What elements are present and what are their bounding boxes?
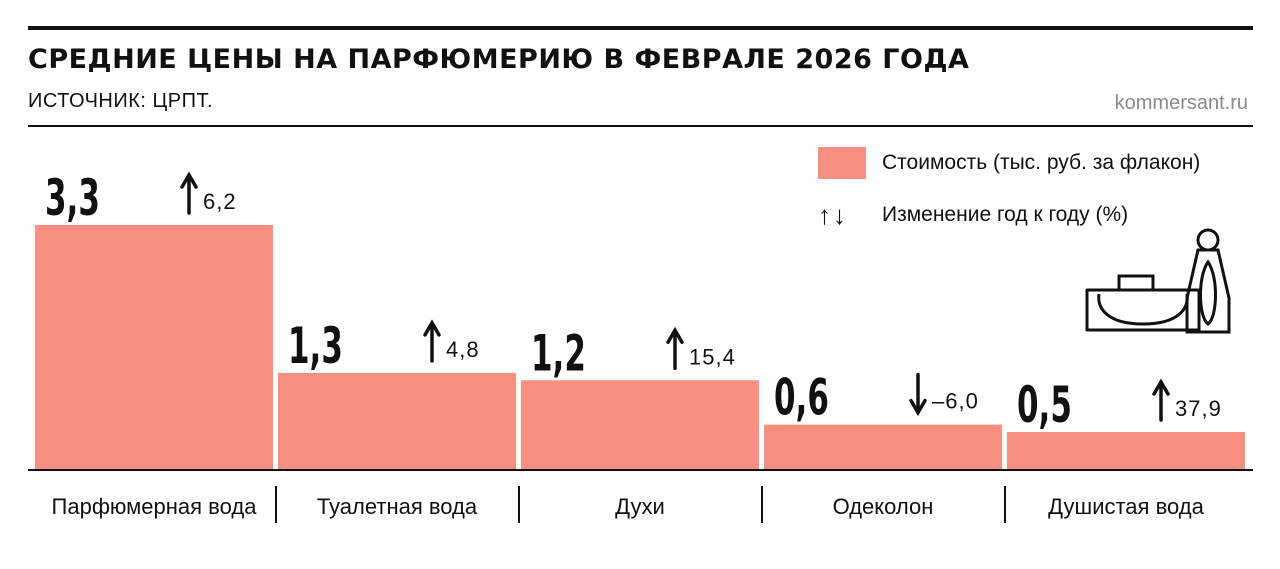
header-rule — [28, 125, 1253, 127]
arrow-up-down-icon: ↑↓ — [818, 199, 848, 230]
perfume-bottles-icon — [1085, 228, 1231, 334]
top-rule — [28, 26, 1253, 30]
legend-item-cost: Стоимость (тыс. руб. за флакон) — [818, 146, 1200, 180]
change-label: 37,9 — [1175, 396, 1222, 421]
source-note: ИСТОЧНИК: ЦРПТ. — [28, 90, 214, 112]
legend-change-label: Изменение год к году (%) — [882, 203, 1129, 226]
category-label: Парфюмерная вода — [52, 494, 258, 519]
bar-3 — [521, 380, 759, 469]
change-label: 15,4 — [689, 344, 736, 369]
value-label: 0,6 — [774, 368, 829, 427]
value-label: 3,3 — [45, 168, 100, 227]
category-label: Душистая вода — [1048, 494, 1204, 519]
change-label: 6,2 — [203, 189, 237, 214]
legend-cost-label: Стоимость (тыс. руб. за флакон) — [882, 151, 1201, 174]
change-label: –6,0 — [932, 389, 979, 414]
value-label: 1,2 — [531, 323, 586, 382]
chart-title: СРЕДНИЕ ЦЕНЫ НА ПАРФЮМЕРИЮ В ФЕВРАЛЕ 202… — [28, 44, 970, 75]
arrow-down-icon — [909, 372, 927, 417]
arrow-up-icon — [666, 326, 684, 371]
category-label: Одеколон — [833, 494, 934, 519]
arrow-up-icon — [423, 319, 441, 363]
arrow-up-icon — [1152, 378, 1170, 422]
change-label: 4,8 — [446, 337, 480, 362]
bar-4 — [764, 424, 1002, 469]
value-label: 1,3 — [288, 316, 343, 375]
site-credit: kommersant.ru — [1114, 92, 1248, 114]
bar-5 — [1007, 432, 1245, 469]
bar-2 — [278, 372, 516, 469]
bar-1 — [35, 225, 273, 469]
value-label: 0,5 — [1017, 375, 1072, 434]
legend-swatch — [818, 147, 866, 179]
category-label: Духи — [615, 494, 665, 519]
legend-item-change: ↑↓ Изменение год к году (%) — [818, 198, 1128, 232]
arrow-up-icon — [180, 171, 198, 215]
category-label: Туалетная вода — [317, 494, 478, 519]
